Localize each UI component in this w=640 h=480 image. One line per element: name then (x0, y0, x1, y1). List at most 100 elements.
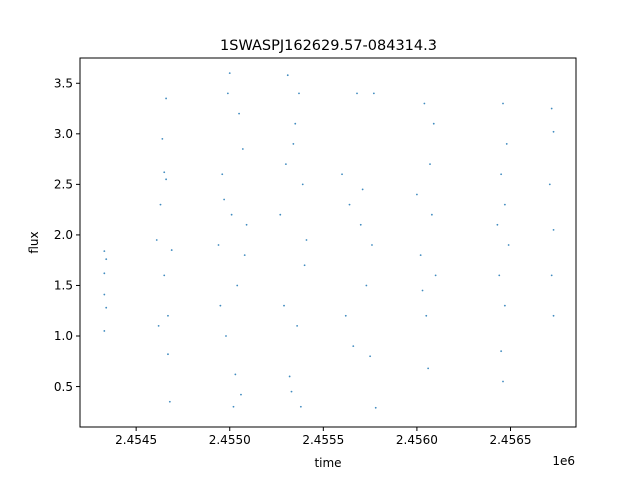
data-point (103, 330, 106, 332)
data-point (159, 203, 162, 206)
data-point (103, 272, 106, 275)
data-point (550, 107, 553, 110)
plot-area (80, 58, 576, 427)
data-point (245, 223, 248, 226)
data-point (219, 304, 222, 307)
data-point (299, 405, 302, 408)
data-point (500, 173, 503, 176)
data-point (279, 213, 282, 216)
data-point (305, 239, 308, 241)
data-point (170, 249, 173, 251)
data-point (301, 183, 304, 186)
data-point (163, 171, 166, 174)
data-point (226, 92, 229, 95)
data-point (502, 102, 504, 105)
data-points (103, 72, 555, 409)
data-point (507, 244, 510, 246)
data-point (241, 148, 244, 150)
data-point (163, 274, 166, 277)
data-point (503, 304, 506, 307)
data-point (352, 345, 355, 348)
y-axis-label: flux (27, 231, 41, 253)
data-point (225, 335, 227, 337)
x-tick-label: 2.4560 (396, 433, 438, 447)
data-point (232, 405, 235, 408)
data-point (348, 203, 351, 206)
data-point (552, 314, 555, 317)
data-point (294, 122, 297, 125)
y-tick-label: 1.5 (54, 279, 73, 293)
data-point (356, 92, 358, 95)
data-point (548, 183, 551, 186)
y-tick-label: 3.5 (54, 76, 73, 90)
data-point (430, 213, 433, 216)
data-point (165, 97, 168, 100)
data-point (290, 390, 293, 393)
y-tick-label: 2.5 (54, 178, 73, 192)
data-point (105, 306, 108, 309)
data-point (217, 244, 220, 246)
chart-title: 1SWASPJ162629.57-084314.3 (220, 38, 437, 54)
data-point (552, 130, 555, 133)
x-axis-offset-label: 1e6 (552, 454, 575, 468)
data-point (500, 350, 503, 353)
x-axis-ticks: 2.4545 2.4550 2.4555 2.4560 2.4565 (115, 427, 531, 447)
data-point (240, 393, 242, 396)
y-tick-label: 3.0 (54, 127, 73, 141)
data-point (372, 92, 375, 95)
data-point (165, 178, 168, 181)
data-point (369, 355, 372, 358)
data-point (292, 143, 295, 145)
data-point (296, 325, 299, 327)
data-point (421, 289, 424, 292)
data-point (341, 173, 343, 176)
data-point (498, 274, 501, 277)
data-point (103, 250, 106, 252)
x-tick-label: 2.4565 (489, 433, 531, 447)
x-tick-label: 2.4545 (115, 433, 157, 447)
data-point (416, 193, 418, 196)
y-tick-label: 1.0 (54, 329, 73, 343)
x-tick-label: 2.4550 (209, 433, 251, 447)
data-point (550, 274, 553, 277)
data-point (228, 72, 231, 75)
data-point (502, 380, 504, 383)
data-point (432, 122, 435, 125)
x-tick-label: 2.4555 (302, 433, 344, 447)
data-point (419, 254, 422, 257)
data-point (168, 400, 171, 403)
data-point (423, 102, 426, 105)
data-point (283, 304, 285, 307)
data-point (298, 92, 300, 95)
data-point (286, 74, 289, 77)
data-point (365, 284, 368, 287)
data-point (303, 264, 306, 267)
data-point (236, 284, 239, 287)
data-point (427, 367, 430, 370)
data-point (552, 228, 555, 231)
data-point (155, 239, 158, 241)
data-point (496, 223, 499, 226)
data-point (371, 244, 373, 246)
data-point (105, 258, 108, 261)
data-point (361, 188, 364, 191)
data-point (503, 203, 506, 206)
data-point (359, 223, 362, 226)
data-point (243, 254, 246, 257)
data-point (167, 314, 169, 317)
data-point (238, 112, 240, 115)
plot-frame (79, 57, 577, 428)
data-point (161, 137, 164, 140)
x-axis-label: time (314, 456, 341, 470)
data-point (284, 163, 287, 166)
data-point (288, 375, 291, 378)
data-point (223, 198, 226, 201)
data-point (230, 213, 233, 216)
data-point (157, 325, 160, 327)
y-axis-ticks: 0.5 1.0 1.5 2.0 2.5 3.0 3.5 (54, 76, 80, 394)
data-point (374, 406, 377, 409)
data-point (505, 143, 508, 145)
data-point (429, 163, 431, 166)
y-tick-label: 2.0 (54, 228, 73, 242)
